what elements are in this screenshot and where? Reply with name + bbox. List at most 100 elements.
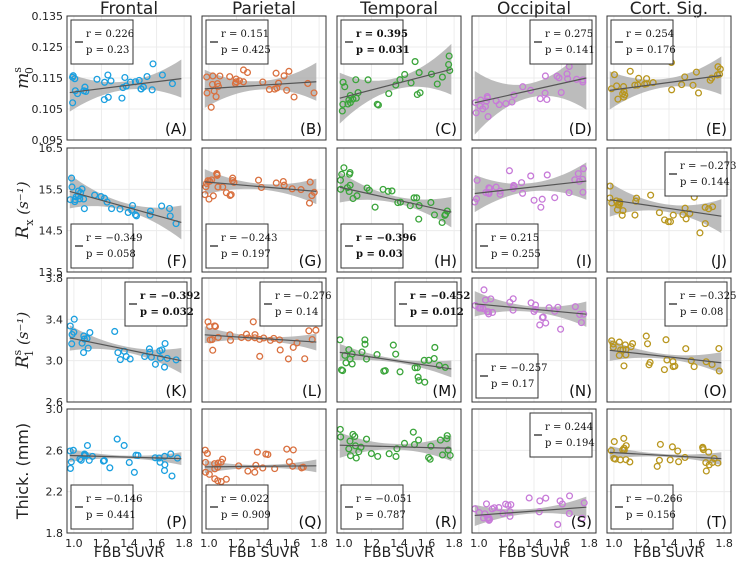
data-point [145,345,153,353]
data-point [615,338,623,346]
data-point [694,89,703,97]
data-point [617,346,625,354]
data-point [346,437,354,445]
data-point [227,191,235,199]
data-point [371,203,379,211]
data-point [358,348,366,356]
data-point [669,363,677,371]
data-point [682,345,690,353]
fit-line [204,181,317,192]
data-point [613,206,621,214]
data-point [543,171,551,179]
panel-letter: (T) [706,513,727,531]
data-point [619,83,628,91]
panel-frame [471,277,597,403]
data-point [104,71,112,79]
data-point [206,322,214,330]
panel-letter: (E) [706,120,727,138]
fit-line [609,199,722,217]
data-point [542,319,550,327]
x-tick-label: 1.8 [310,537,328,550]
data-point [527,172,535,180]
legend-p: p = 0.23 [86,45,129,56]
data-point [610,438,618,446]
data-point [536,95,544,103]
data-point [714,63,722,71]
data-point [81,83,89,91]
panel: r = −0.243 p = 0.197 [201,147,327,273]
data-point [653,462,661,470]
data-point [557,88,565,97]
legend-box: r = 0.022 p = 0.909 [205,484,271,530]
data-point [393,445,401,453]
row-ylabel: Rs1 (s⁻¹) [11,312,36,370]
data-point [342,359,350,367]
panel: r = −0.349 p = 0.058 [66,147,192,273]
data-point [537,203,545,211]
legend-r: r = 0.395 [356,29,408,40]
data-point [149,60,157,68]
data-point [426,455,434,463]
y-tick-label: 0.105 [32,103,64,116]
data-point [86,329,94,337]
data-point [608,337,616,345]
data-point [81,451,89,459]
data-point [230,178,238,186]
data-point [666,456,674,464]
y-tick-label: 3.0 [46,403,64,416]
fit-line [204,334,317,343]
data-point [551,194,559,202]
data-point [415,377,423,385]
data-point [254,176,263,184]
panel: r = 0.244 p = 0.194 [471,408,597,534]
data-point [341,351,349,359]
data-point [632,194,641,202]
data-point [298,464,306,472]
data-point [156,347,164,355]
panel: r = −0.266 p = 0.156 [606,408,732,534]
panel: r = 0.395 p = 0.031 [336,15,462,141]
data-point [678,81,686,89]
y-tick-label: 16.5 [39,142,64,155]
data-point [415,436,423,444]
data-point [259,464,267,472]
data-point [622,456,630,464]
data-point [557,325,565,333]
data-point [126,355,134,363]
panel-frame [66,147,192,273]
legend-r: r = 0.151 [221,29,269,40]
data-point [530,196,538,204]
data-point [283,86,291,94]
data-point [346,168,354,177]
data-point [203,89,211,97]
panel-frame [606,277,732,403]
data-point [68,340,76,348]
data-point [578,514,586,522]
data-point [279,177,287,186]
data-point [487,295,495,303]
fit-line [69,190,182,223]
legend-r: r = −0.276 [275,291,332,302]
data-point [351,432,359,441]
data-point [205,195,213,203]
data-point [67,174,76,182]
row-ylabel: Rx (s⁻¹) [13,181,36,239]
data-point [574,170,582,178]
data-point [645,361,653,369]
data-point [620,362,628,370]
data-point [643,80,651,88]
data-point [701,203,709,211]
data-point [421,378,429,386]
data-point [689,81,697,89]
legend-box: r = −0.243 p = 0.197 [205,223,278,269]
data-point [714,459,722,467]
y-tick-label: 0.095 [32,134,64,147]
data-point [346,452,355,460]
fit-line [69,78,182,94]
fit-line [69,454,182,460]
legend-r: r = −0.273 [680,161,737,172]
data-point [365,186,373,194]
data-point [216,72,224,80]
data-point [541,89,549,97]
data-point [310,89,318,97]
